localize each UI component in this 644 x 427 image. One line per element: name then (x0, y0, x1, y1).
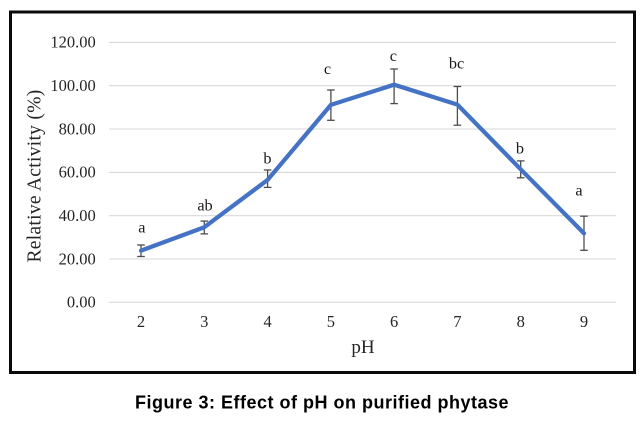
svg-text:c: c (324, 59, 331, 78)
svg-text:pH: pH (351, 337, 375, 358)
svg-text:3: 3 (200, 312, 208, 331)
svg-text:c: c (390, 46, 397, 65)
svg-text:9: 9 (580, 312, 588, 331)
svg-text:a: a (138, 218, 145, 237)
svg-text:b: b (516, 138, 524, 157)
svg-text:60.00: 60.00 (59, 163, 96, 182)
svg-text:7: 7 (453, 312, 461, 331)
svg-text:80.00: 80.00 (59, 119, 96, 138)
svg-text:ab: ab (197, 196, 212, 215)
svg-text:20.00: 20.00 (59, 249, 96, 268)
svg-text:2: 2 (137, 312, 145, 331)
svg-text:4: 4 (263, 312, 271, 331)
svg-text:5: 5 (327, 312, 335, 331)
svg-text:Relative Activity (%): Relative Activity (%) (24, 89, 45, 262)
svg-text:100.00: 100.00 (50, 76, 95, 95)
svg-text:Figure 3: Effect of pH on puri: Figure 3: Effect of pH on purified phyta… (135, 393, 509, 413)
svg-text:bc: bc (449, 53, 464, 72)
svg-text:6: 6 (390, 312, 398, 331)
svg-text:40.00: 40.00 (59, 206, 96, 225)
svg-text:0.00: 0.00 (67, 293, 96, 312)
svg-text:120.00: 120.00 (50, 33, 95, 52)
svg-text:b: b (263, 148, 271, 167)
svg-text:a: a (575, 180, 582, 199)
svg-text:8: 8 (517, 312, 525, 331)
